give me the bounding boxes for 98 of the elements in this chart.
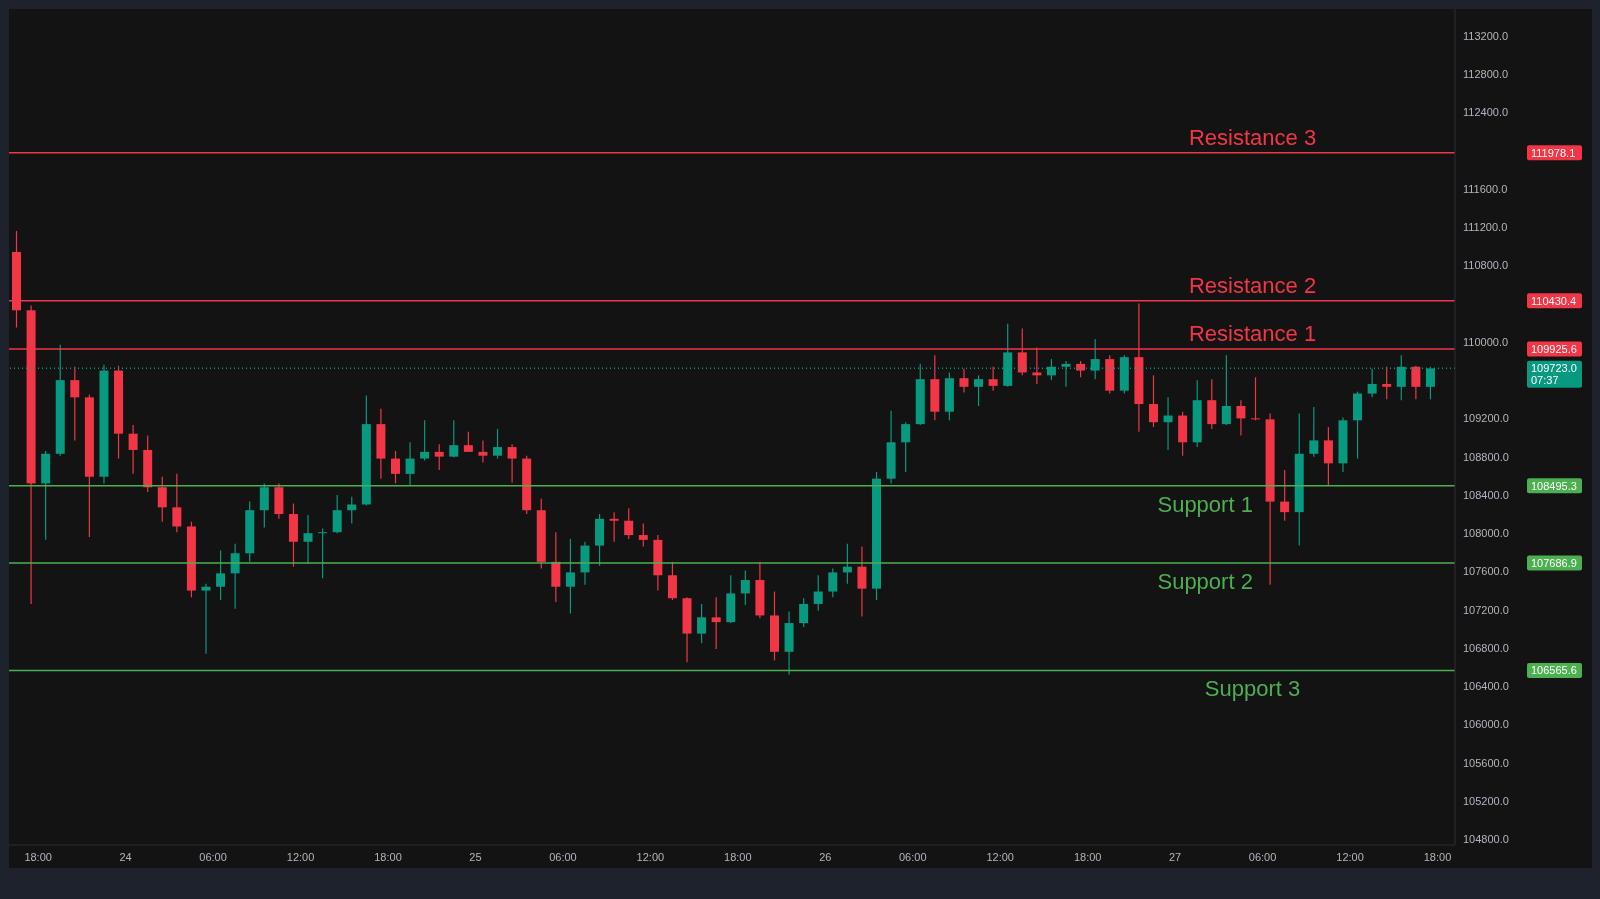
candlestick <box>259 482 269 529</box>
candlestick <box>1280 469 1290 522</box>
candlestick <box>70 366 80 441</box>
candlestick <box>988 366 998 392</box>
candlestick <box>1148 374 1158 428</box>
candlestick <box>565 538 575 615</box>
x-tick-label: 18:00 <box>1423 850 1452 863</box>
x-tick-label: 06:00 <box>898 850 927 863</box>
y-tick-label: 104800.0 <box>1463 833 1509 846</box>
candlestick <box>332 494 342 534</box>
candlestick <box>609 511 619 543</box>
y-tick-label: 110000.0 <box>1463 335 1509 348</box>
candlestick <box>697 603 707 644</box>
x-tick-label: 12:00 <box>286 850 315 863</box>
candlestick <box>478 439 488 463</box>
ref-line-label: Resistance 1 <box>1188 320 1317 346</box>
x-tick-label: 18:00 <box>1073 850 1102 863</box>
ref-line-label: Support 1 <box>1157 491 1253 517</box>
y-tick-label: 106400.0 <box>1463 680 1509 693</box>
candlestick <box>1382 366 1392 400</box>
x-tick-label: 24 <box>119 850 132 863</box>
x-tick-label: 06:00 <box>1248 850 1277 863</box>
y-tick-label: 110800.0 <box>1463 259 1509 272</box>
ref-line-label: Resistance 2 <box>1188 272 1317 298</box>
candlestick <box>711 596 721 650</box>
y-tick-label: 105200.0 <box>1463 794 1509 807</box>
candlestick <box>303 514 313 565</box>
ref-line-label: Resistance 3 <box>1188 124 1317 150</box>
y-tick-label: 111600.0 <box>1463 182 1508 195</box>
candlestick <box>799 597 809 628</box>
candlestick <box>1236 399 1246 437</box>
x-tick-label: 18:00 <box>24 850 52 863</box>
candlestick <box>1163 396 1173 451</box>
candlestick <box>1323 426 1333 486</box>
y-tick-label: 107600.0 <box>1463 565 1509 578</box>
candlestick <box>216 549 226 601</box>
y-tick-label: 105600.0 <box>1463 756 1509 769</box>
x-tick-label: 18:00 <box>374 850 402 863</box>
y2-tick-label: 109723.0 <box>1531 362 1577 375</box>
y-tick-label: 108800.0 <box>1463 450 1509 463</box>
candlestick <box>172 473 182 533</box>
ref-line-label: Support 2 <box>1157 569 1253 595</box>
y2-tick-label: 111978.1 <box>1531 146 1576 159</box>
x-tick-label: 12:00 <box>986 850 1014 863</box>
candlestick <box>201 583 211 655</box>
candlestick <box>740 569 750 606</box>
candlestick <box>405 441 415 486</box>
candlestick <box>463 431 473 453</box>
candlestick <box>959 368 969 394</box>
candlestick <box>1207 378 1217 430</box>
candlestick <box>157 476 167 523</box>
candlestick <box>901 421 911 473</box>
candlestick <box>230 543 240 610</box>
candlestick <box>449 419 459 459</box>
y2-tick-label: 110430.4 <box>1531 294 1577 307</box>
y2-tick-label: 107686.9 <box>1531 557 1577 570</box>
x-tick-label: 06:00 <box>199 850 227 863</box>
y-tick-label: 113200.0 <box>1463 29 1509 42</box>
y-tick-label: 108000.0 <box>1463 527 1509 540</box>
y-tick-label: 109200.0 <box>1463 412 1509 425</box>
candlestick <box>813 574 823 612</box>
x-tick-label: 12:00 <box>636 850 665 863</box>
candlestick <box>974 374 984 407</box>
candlestick <box>318 527 328 579</box>
x-tick-label: 06:00 <box>549 850 577 863</box>
candlestick <box>638 523 648 548</box>
x-tick-label: 27 <box>1169 850 1182 863</box>
candlestick <box>390 450 400 485</box>
candlestick <box>1309 406 1319 458</box>
y-tick-label: 106000.0 <box>1463 718 1509 731</box>
candlestick <box>828 567 838 598</box>
x-tick-label: 12:00 <box>1336 850 1364 863</box>
candlestick <box>507 443 517 484</box>
candlestick <box>667 561 677 601</box>
y-tick-label: 106800.0 <box>1463 641 1509 654</box>
y-tick-label: 112400.0 <box>1463 106 1509 119</box>
candlestick <box>1411 365 1421 400</box>
y-tick-label: 112800.0 <box>1463 67 1509 80</box>
candlestick <box>624 507 634 540</box>
candlestick <box>857 545 867 617</box>
x-tick-label: 25 <box>469 850 482 863</box>
candlestick <box>434 443 444 471</box>
candlestick <box>1367 368 1377 398</box>
x-tick-label: 18:00 <box>724 850 752 863</box>
y-tick-label: 111200.0 <box>1463 220 1508 233</box>
candlestick <box>128 424 138 475</box>
candlestick <box>420 419 430 462</box>
candlestick <box>493 428 503 460</box>
text: 07:37 <box>1531 374 1559 387</box>
y-tick-label: 107200.0 <box>1463 603 1509 616</box>
candlestick <box>1251 376 1261 421</box>
candlestick <box>347 496 357 525</box>
y2-tick-label: 109925.6 <box>1531 342 1577 355</box>
ref-line-label: Support 3 <box>1204 676 1301 702</box>
y2-tick-label: 106565.6 <box>1531 664 1577 677</box>
y2-tick-label: 108495.3 <box>1531 479 1577 492</box>
x-tick-label: 26 <box>819 850 832 863</box>
y-tick-label: 108400.0 <box>1463 488 1509 501</box>
